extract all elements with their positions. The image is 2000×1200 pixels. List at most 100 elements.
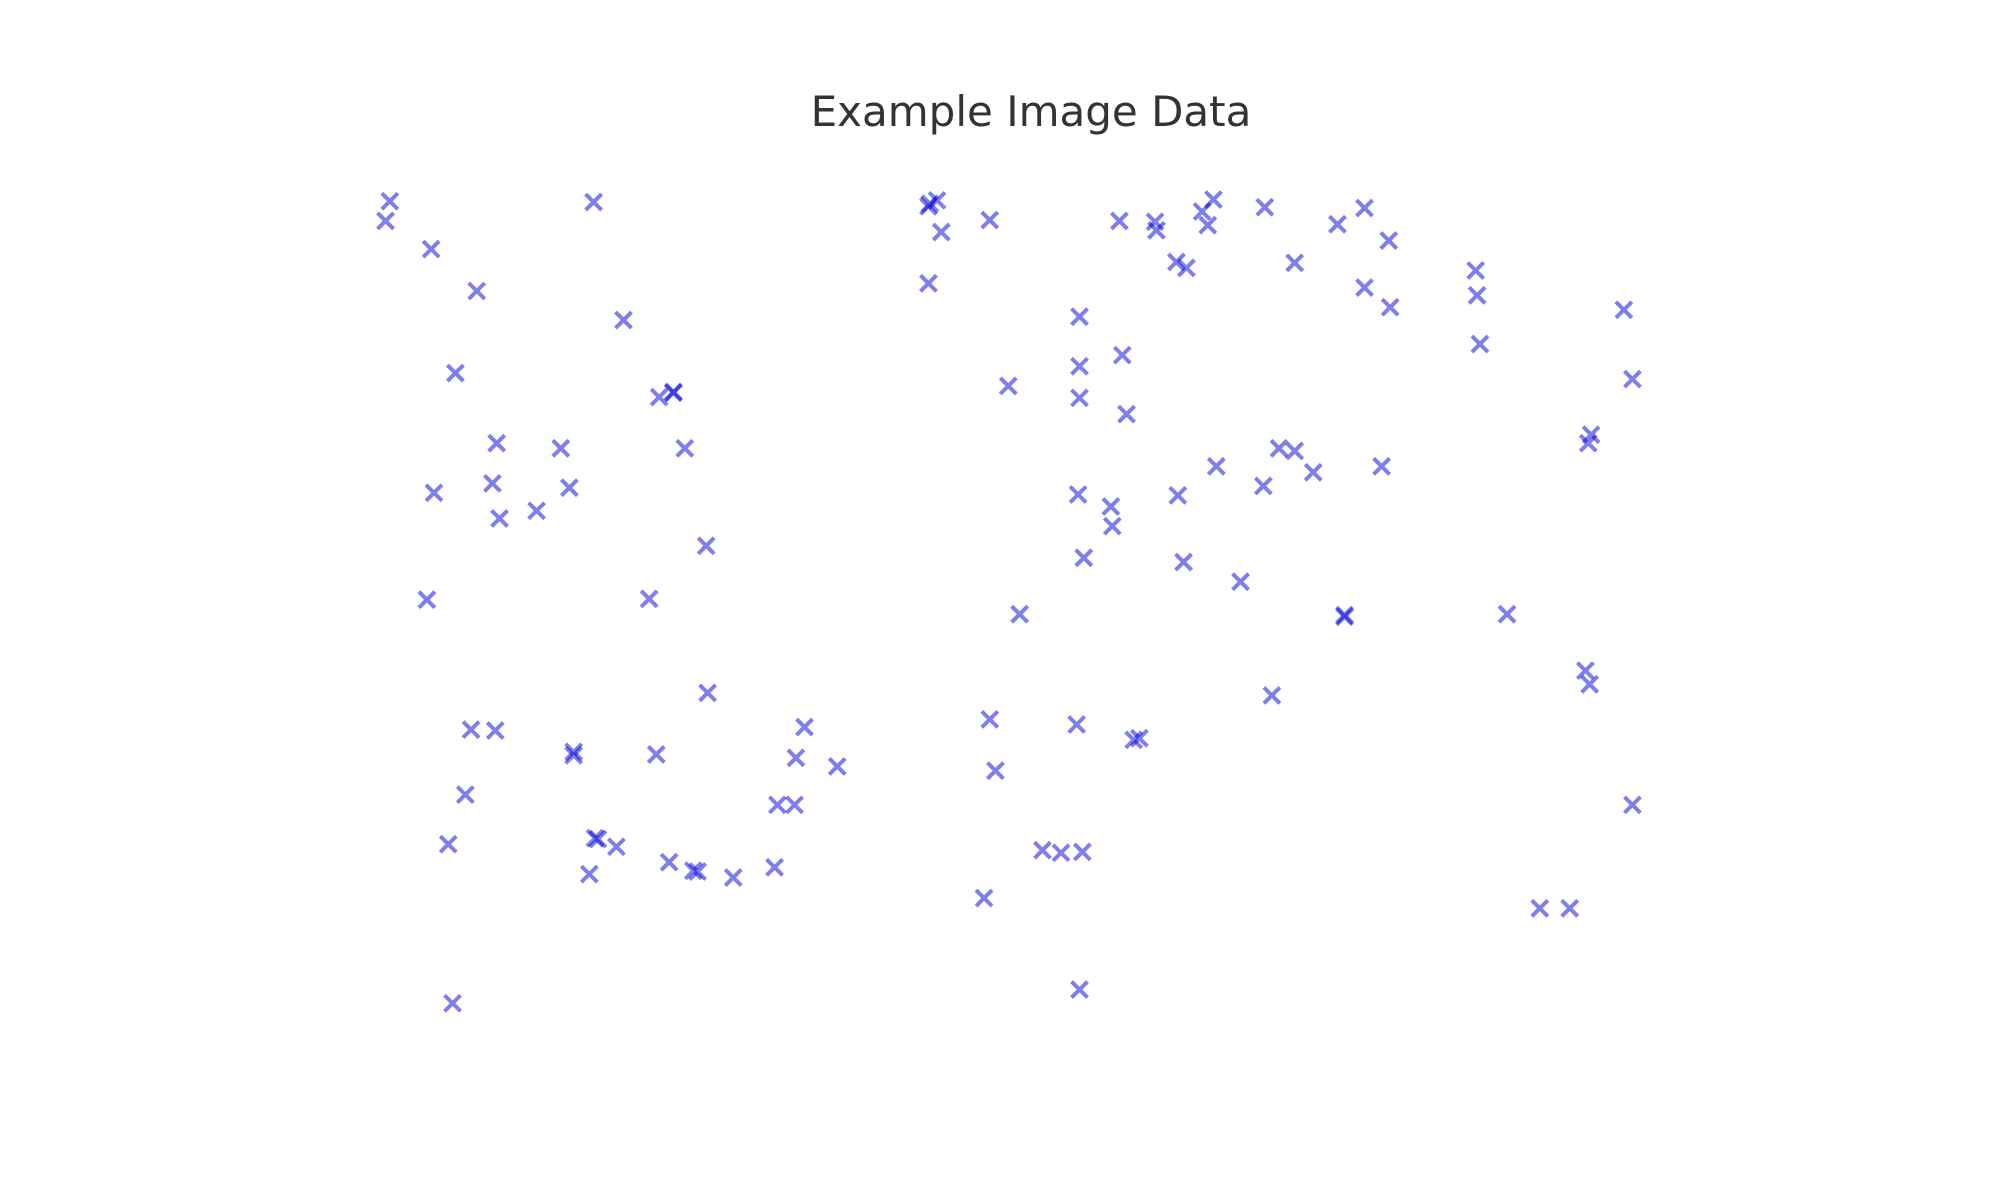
scatter-point — [1355, 198, 1374, 218]
scatter-point — [663, 383, 683, 403]
scatter-point — [1067, 715, 1087, 734]
scatter-point — [1285, 441, 1305, 461]
scatter-point — [986, 761, 1005, 781]
scatter-point — [795, 717, 814, 737]
scatter-point — [1575, 661, 1595, 681]
scatter-point — [606, 837, 626, 857]
scatter-point — [1355, 278, 1374, 298]
scatter-point — [445, 363, 465, 383]
scatter-point — [931, 222, 951, 242]
scatter-point — [1206, 456, 1226, 476]
scatter-point — [455, 785, 475, 805]
scatter-point — [424, 483, 444, 503]
scatter-point — [1253, 476, 1273, 496]
scatter-point — [1010, 604, 1030, 624]
scatter-point — [1102, 516, 1122, 536]
scatter-point — [1117, 404, 1136, 424]
scatter-point — [438, 834, 458, 854]
scatter-point — [1470, 334, 1490, 354]
scatter-point — [1198, 215, 1218, 235]
scatter-point — [1372, 456, 1392, 476]
scatter-point — [443, 993, 462, 1013]
scatter-point — [1070, 980, 1089, 999]
scatter-point — [919, 273, 938, 293]
chart-title: Example Image Data — [811, 87, 1252, 136]
scatter-point — [485, 721, 505, 740]
scatter-point — [490, 509, 509, 528]
scatter-point — [1101, 497, 1121, 516]
scatter-point — [785, 795, 804, 815]
scatter-point — [1176, 258, 1196, 278]
scatter-point — [980, 210, 1000, 230]
scatter-point — [675, 438, 695, 458]
scatter-point — [588, 829, 608, 849]
scatter-point — [696, 536, 716, 556]
scatter-point — [1068, 485, 1088, 504]
scatter-point — [1530, 898, 1550, 918]
scatter-point — [1262, 686, 1282, 705]
scatter-point — [723, 868, 743, 887]
scatter-point — [639, 589, 659, 609]
scatter-point — [614, 310, 633, 330]
scatter-point — [1070, 307, 1089, 327]
scatter-point — [376, 211, 395, 231]
scatter-point — [688, 862, 708, 881]
scatter-point — [461, 720, 481, 740]
scatter-point — [1303, 462, 1323, 482]
scatter-point — [1328, 214, 1347, 234]
scatter-point — [1255, 197, 1275, 217]
scatter-point — [1379, 231, 1399, 250]
scatter-point — [974, 888, 994, 908]
scatter-point — [584, 192, 604, 212]
scatter-point — [1614, 300, 1634, 320]
scatter-point — [998, 376, 1018, 396]
scatter-point — [551, 438, 571, 458]
scatter-point — [765, 857, 784, 877]
scatter-points — [376, 190, 1642, 1013]
scatter-point — [1072, 842, 1092, 862]
scatter-point — [1174, 552, 1193, 572]
scatter-point — [1070, 356, 1089, 376]
scatter-point — [1110, 211, 1129, 231]
scatter-point — [1466, 261, 1486, 280]
scatter-point — [1581, 425, 1601, 445]
scatter-point — [380, 191, 400, 211]
scatter-point — [487, 433, 507, 453]
scatter-point — [698, 683, 718, 703]
scatter-point — [564, 745, 584, 765]
scatter-point — [1112, 345, 1132, 365]
scatter-point — [564, 742, 584, 762]
scatter-point — [1074, 548, 1094, 568]
scatter-point — [786, 748, 806, 768]
scatter-point — [421, 239, 441, 259]
scatter-point — [646, 745, 666, 764]
scatter-point — [1623, 369, 1642, 389]
scatter-point — [1497, 604, 1517, 624]
scatter-point — [483, 473, 502, 493]
scatter-point — [1167, 252, 1186, 272]
scatter-point — [649, 387, 669, 407]
scatter-point — [980, 709, 1000, 729]
scatter-point — [1129, 728, 1149, 748]
scatter-point — [1033, 840, 1052, 860]
scatter-point — [417, 590, 437, 610]
scatter-point — [559, 478, 579, 498]
scatter-point — [827, 756, 847, 776]
scatter-point — [1335, 607, 1354, 627]
scatter-point — [920, 194, 940, 214]
scatter-point — [768, 795, 787, 815]
scatter-point — [1231, 572, 1250, 592]
scatter-point — [1204, 190, 1223, 209]
scatter-point — [1580, 674, 1600, 694]
scatter-point — [683, 861, 703, 881]
scatter-point — [1380, 297, 1400, 317]
scatter-point — [1145, 212, 1165, 232]
scatter-point — [1070, 388, 1089, 408]
scatter-point — [1285, 253, 1305, 273]
scatter-point — [1168, 485, 1188, 505]
scatter-point — [1623, 795, 1642, 815]
scatter-point — [1051, 843, 1071, 863]
scatter-point — [1467, 285, 1487, 305]
scatter-point — [527, 501, 547, 521]
